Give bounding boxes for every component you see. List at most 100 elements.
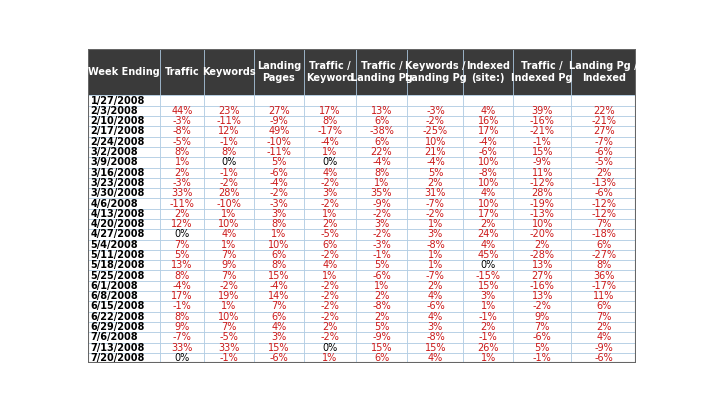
Bar xyxy=(463,209,513,219)
Bar xyxy=(88,106,160,116)
Bar xyxy=(513,281,571,291)
Text: 5%: 5% xyxy=(374,322,389,332)
Bar xyxy=(463,106,513,116)
Text: 39%: 39% xyxy=(532,106,553,116)
Text: -1%: -1% xyxy=(479,312,498,322)
Text: 2/10/2008: 2/10/2008 xyxy=(90,116,145,126)
Bar xyxy=(254,188,304,198)
Bar xyxy=(356,95,407,106)
Text: 5%: 5% xyxy=(428,168,443,177)
Bar xyxy=(513,168,571,178)
Bar xyxy=(513,95,571,106)
Bar xyxy=(407,271,463,281)
Text: -8%: -8% xyxy=(173,126,192,137)
Text: 33%: 33% xyxy=(218,343,240,353)
Text: 22%: 22% xyxy=(593,106,614,116)
Bar xyxy=(204,229,254,239)
Text: -12%: -12% xyxy=(530,178,555,188)
Bar xyxy=(407,157,463,168)
Bar xyxy=(513,260,571,271)
Text: 8%: 8% xyxy=(221,147,237,157)
Bar xyxy=(304,116,356,126)
Bar xyxy=(304,106,356,116)
Text: -2%: -2% xyxy=(269,188,288,198)
Bar xyxy=(304,147,356,157)
Bar xyxy=(463,168,513,178)
Text: 7%: 7% xyxy=(271,302,286,311)
Bar xyxy=(160,343,204,353)
Text: -4%: -4% xyxy=(269,178,288,188)
Bar xyxy=(160,157,204,168)
Bar xyxy=(356,198,407,209)
Text: 6%: 6% xyxy=(322,240,337,250)
Text: 1%: 1% xyxy=(481,353,496,363)
Bar xyxy=(254,137,304,147)
Text: 27%: 27% xyxy=(532,271,553,281)
Text: 3%: 3% xyxy=(271,209,286,219)
Text: 1%: 1% xyxy=(428,260,443,271)
Text: 3/16/2008: 3/16/2008 xyxy=(90,168,145,177)
Text: 2%: 2% xyxy=(534,240,550,250)
Bar xyxy=(513,49,571,95)
Text: 28%: 28% xyxy=(218,188,240,198)
Text: 3%: 3% xyxy=(481,291,496,301)
Text: 9%: 9% xyxy=(175,322,189,332)
Text: 1%: 1% xyxy=(481,302,496,311)
Text: 2%: 2% xyxy=(481,219,496,229)
Text: 15%: 15% xyxy=(478,281,499,291)
Bar xyxy=(88,229,160,239)
Bar xyxy=(304,229,356,239)
Text: 15%: 15% xyxy=(268,343,290,353)
Text: 5/4/2008: 5/4/2008 xyxy=(90,240,138,250)
Bar xyxy=(204,312,254,322)
Text: 16%: 16% xyxy=(478,116,499,126)
Text: Landing Pg /
Indexed: Landing Pg / Indexed xyxy=(569,62,638,83)
Bar xyxy=(204,250,254,260)
Bar xyxy=(304,126,356,137)
Bar xyxy=(513,137,571,147)
Bar xyxy=(463,250,513,260)
Text: -6%: -6% xyxy=(426,302,445,311)
Bar xyxy=(254,157,304,168)
Text: -8%: -8% xyxy=(426,240,445,250)
Text: -5%: -5% xyxy=(220,333,238,342)
Bar xyxy=(463,188,513,198)
Text: 1%: 1% xyxy=(428,250,443,260)
Text: -28%: -28% xyxy=(530,250,555,260)
Bar xyxy=(88,322,160,332)
Bar xyxy=(160,137,204,147)
Bar xyxy=(571,271,636,281)
Text: 2/3/2008: 2/3/2008 xyxy=(90,106,138,116)
Text: Traffic /
Indexed Pg: Traffic / Indexed Pg xyxy=(511,62,573,83)
Bar xyxy=(304,239,356,250)
Text: 17%: 17% xyxy=(171,291,193,301)
Bar xyxy=(463,322,513,332)
Text: -17%: -17% xyxy=(591,281,617,291)
Text: 8%: 8% xyxy=(374,168,389,177)
Bar xyxy=(407,260,463,271)
Bar xyxy=(204,239,254,250)
Text: 35%: 35% xyxy=(370,188,392,198)
Bar xyxy=(356,271,407,281)
Text: 0%: 0% xyxy=(175,353,189,363)
Bar xyxy=(204,343,254,353)
Bar xyxy=(356,137,407,147)
Bar xyxy=(254,168,304,178)
Bar xyxy=(88,137,160,147)
Bar xyxy=(571,332,636,343)
Text: -8%: -8% xyxy=(479,168,498,177)
Text: 13%: 13% xyxy=(532,260,553,271)
Bar xyxy=(204,95,254,106)
Bar xyxy=(204,116,254,126)
Text: 1%: 1% xyxy=(322,353,337,363)
Text: 4%: 4% xyxy=(428,353,443,363)
Text: 2%: 2% xyxy=(175,168,189,177)
Text: 1%: 1% xyxy=(428,219,443,229)
Text: 10%: 10% xyxy=(218,219,240,229)
Text: 2%: 2% xyxy=(374,291,389,301)
Bar xyxy=(356,281,407,291)
Text: -1%: -1% xyxy=(479,333,498,342)
Bar xyxy=(407,332,463,343)
Text: 4%: 4% xyxy=(428,312,443,322)
Bar xyxy=(571,239,636,250)
